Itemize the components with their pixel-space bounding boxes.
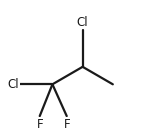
Text: F: F xyxy=(63,118,70,131)
Text: Cl: Cl xyxy=(77,16,88,29)
Text: F: F xyxy=(36,118,43,131)
Text: Cl: Cl xyxy=(7,78,19,91)
